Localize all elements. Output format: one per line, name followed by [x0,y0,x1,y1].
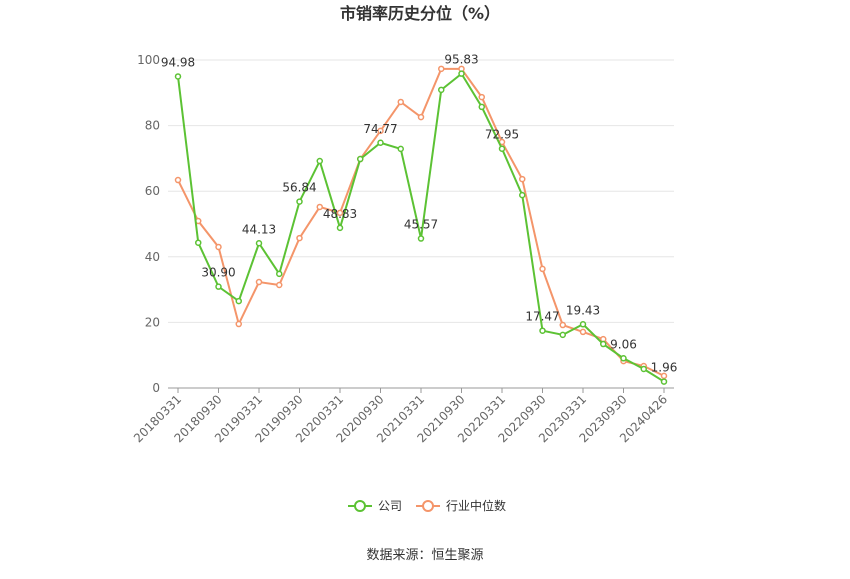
point [539,327,546,334]
point [417,235,425,242]
point [519,175,526,183]
point [255,278,263,286]
point [620,355,627,362]
legend-marker [354,500,366,512]
point [235,297,242,305]
data-label: 17.47 [525,310,559,324]
data-label: 94.98 [161,55,195,69]
point [579,328,587,336]
data-label: 9.06 [610,337,637,351]
point [539,265,546,273]
point [174,73,182,80]
point [397,145,404,153]
point [276,270,283,278]
data-label: 30.90 [201,266,235,280]
legend-label: 行业中位数 [446,498,506,513]
point [357,155,364,163]
data-label: 1.96 [651,361,678,375]
legend-marker [422,500,435,512]
point [174,176,182,184]
point [296,234,303,242]
chart-title: 市销率历史分位（%） [340,4,500,23]
point [478,103,485,111]
data-label: 56.84 [282,181,316,195]
point [215,283,222,290]
point [640,365,647,373]
point [478,93,485,101]
point [438,86,445,94]
y-tick-label: 80 [145,119,160,133]
point [397,98,404,106]
data-label: 19.43 [566,303,600,317]
data-label: 95.83 [444,53,478,67]
point [377,139,384,147]
source: 数据来源：恒生聚源 [366,548,483,563]
y-tick-label: 0 [152,381,160,395]
point [276,281,283,289]
point [316,157,323,165]
point [559,331,566,339]
point [316,203,323,211]
point [336,224,344,232]
point [255,240,263,247]
y-tick-label: 60 [145,184,160,198]
y-tick-label: 100 [137,53,160,67]
point [195,239,202,246]
point [498,145,506,152]
y-tick-label: 40 [145,250,160,264]
data-label: 74.77 [363,122,397,136]
point [235,320,242,328]
point [215,243,222,251]
data-label: 72.95 [485,128,519,142]
point [559,321,566,329]
legend-label: 公司 [378,499,402,513]
point [519,191,526,199]
data-label: 45.57 [404,218,438,232]
point [600,340,607,348]
point [377,127,384,135]
point [336,209,344,217]
data-label: 48.83 [323,207,357,221]
point [579,321,587,328]
point [660,378,668,385]
point [458,70,465,77]
point [417,113,425,121]
data-label: 44.13 [242,222,276,236]
point [438,65,445,73]
y-tick-label: 20 [145,315,160,329]
point [296,198,303,205]
